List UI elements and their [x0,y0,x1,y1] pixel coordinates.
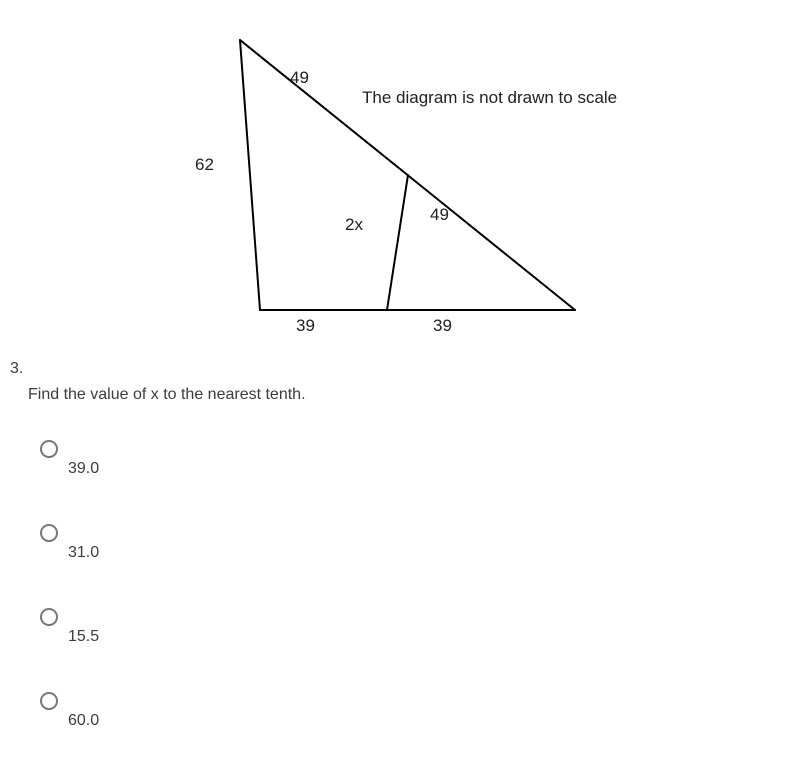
option-label: 60.0 [68,712,99,730]
radio-icon[interactable] [40,440,58,458]
radio-icon[interactable] [40,524,58,542]
option-row[interactable]: 39.0 [40,440,99,478]
diagram-label-0: 49 [290,68,309,88]
diagram-label-1: 62 [195,155,214,175]
radio-icon[interactable] [40,692,58,710]
question-number: 3. [10,360,306,378]
option-row[interactable]: 15.5 [40,608,99,646]
option-row[interactable]: 31.0 [40,524,99,562]
scale-note: The diagram is not drawn to scale [362,88,617,108]
options-list: 39.0 31.0 15.5 60.0 [40,440,99,776]
radio-icon[interactable] [40,608,58,626]
diagram-container [180,30,600,350]
diagram-label-5: 39 [433,316,452,336]
option-label: 15.5 [68,628,99,646]
question-block: 3. Find the value of x to the nearest te… [10,360,306,404]
diagram-label-4: 39 [296,316,315,336]
diagram-label-2: 2x [345,215,363,235]
option-label: 39.0 [68,460,99,478]
option-label: 31.0 [68,544,99,562]
option-row[interactable]: 60.0 [40,692,99,730]
diagram-label-3: 49 [430,205,449,225]
question-text: Find the value of x to the nearest tenth… [28,386,306,404]
triangle-svg [180,30,600,350]
